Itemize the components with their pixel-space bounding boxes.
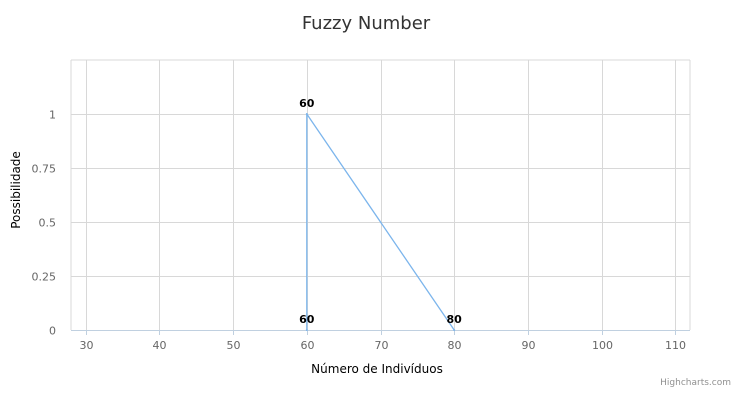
x-tick-label: 80 xyxy=(448,339,462,352)
x-tick-label: 60 xyxy=(301,339,315,352)
y-tick-label: 0 xyxy=(49,325,56,338)
y-tick-label: 0.75 xyxy=(32,163,57,176)
x-tick-label: 90 xyxy=(522,339,536,352)
data-label: 60 xyxy=(299,97,315,110)
x-tick-label: 30 xyxy=(80,339,94,352)
data-label: 80 xyxy=(447,313,463,326)
x-tick-label: 40 xyxy=(153,339,167,352)
y-tick-label: 0.5 xyxy=(39,217,57,230)
x-tick-labels: 30 40 50 60 70 80 90 100 110 xyxy=(80,339,687,352)
x-axis-title: Número de Indivíduos xyxy=(311,362,443,376)
data-point xyxy=(453,329,456,331)
x-tick-label: 110 xyxy=(665,339,686,352)
grid xyxy=(70,59,691,330)
data-point xyxy=(305,113,308,115)
x-tick-label: 70 xyxy=(375,339,389,352)
y-axis-title: Possibilidade xyxy=(9,151,23,229)
x-tick-label: 100 xyxy=(592,339,613,352)
x-tick-label: 50 xyxy=(227,339,241,352)
y-tick-labels: 0 0.25 0.5 0.75 1 xyxy=(32,109,57,338)
chart-title: Fuzzy Number xyxy=(302,13,431,34)
y-tick-label: 1 xyxy=(49,109,56,122)
y-tick-label: 0.25 xyxy=(32,271,57,284)
axes xyxy=(71,330,690,335)
data-labels: 60 60 80 xyxy=(299,97,462,326)
data-point xyxy=(305,329,308,331)
data-label: 60 xyxy=(299,313,315,326)
credits-link[interactable]: Highcharts.com xyxy=(660,378,731,388)
series xyxy=(305,113,456,331)
